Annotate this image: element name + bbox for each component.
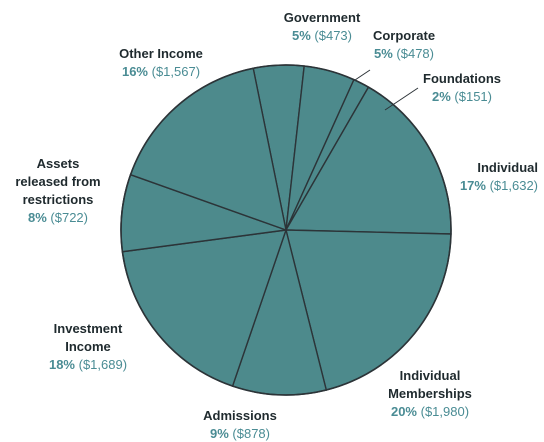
pie-slices [120, 64, 452, 396]
slice-label-value: 18% ($1,689) [49, 357, 127, 372]
slice-label-name: Corporate [373, 28, 435, 43]
slice-label-name: Assets [37, 156, 80, 171]
leader-line [354, 69, 371, 81]
slice-label-name: Memberships [388, 386, 472, 401]
leader-lines [354, 69, 419, 111]
slice-label-value: 17% ($1,632) [460, 178, 538, 193]
slice-label-name: Individual [477, 160, 538, 175]
pie-outline [120, 64, 452, 396]
slice-label-value: 2% ($151) [432, 89, 492, 104]
slice-label-value: 16% ($1,567) [122, 64, 200, 79]
slice-label-name: Investment [54, 321, 123, 336]
slice-label-value: 5% ($473) [292, 28, 352, 43]
slice-label-name: Foundations [423, 71, 501, 86]
slice-label-value: 9% ($878) [210, 426, 270, 441]
slice-label-name: released from [15, 174, 100, 189]
slice-label-name: Individual [400, 368, 461, 383]
slice-label-name: Government [284, 10, 361, 25]
slice-label-name: Admissions [203, 408, 277, 423]
slice-label-value: 20% ($1,980) [391, 404, 469, 419]
slice-label-value: 8% ($722) [28, 210, 88, 225]
slice-label-value: 5% ($478) [374, 46, 434, 61]
slice-label-name: restrictions [23, 192, 94, 207]
slice-labels: Government 5% ($473) Corporate 5% ($478) Fou… [15, 10, 538, 441]
slice-label-name: Other Income [119, 46, 203, 61]
slice-label-name: Income [65, 339, 111, 354]
leader-line [384, 87, 419, 111]
